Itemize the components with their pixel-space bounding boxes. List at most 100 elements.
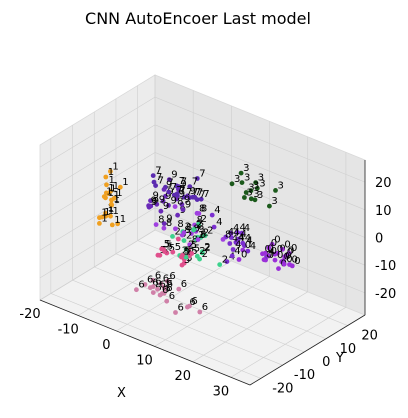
point-label: 0 — [241, 250, 247, 261]
point-label: 2 — [182, 246, 188, 257]
point-label: 0 — [266, 250, 272, 261]
scatter-point — [170, 249, 176, 255]
scatter-point — [166, 189, 172, 195]
scatter-point — [174, 196, 180, 202]
scatter-point — [202, 233, 208, 239]
point-label: 7 — [192, 188, 198, 199]
scatter-point — [243, 190, 249, 195]
point-label: 1 — [122, 177, 128, 188]
point-label: 2 — [203, 228, 209, 239]
z-tick-label: 0 — [375, 232, 383, 247]
scatter-point — [108, 169, 113, 174]
point-label: 5 — [175, 242, 181, 253]
scatter-point — [153, 183, 159, 189]
point-label: 2 — [188, 239, 194, 250]
point-label: 4 — [246, 236, 252, 247]
scatter-point — [103, 174, 109, 180]
scatter-point — [158, 208, 164, 214]
point-label: 0 — [245, 240, 251, 251]
point-label: 6 — [166, 277, 172, 288]
grid-lines — [39, 75, 366, 379]
point-label: 9 — [163, 201, 169, 212]
point-label: 5 — [184, 245, 190, 256]
scatter-point — [155, 286, 160, 292]
point-label: 4 — [240, 222, 246, 233]
point-label: 1 — [109, 175, 115, 186]
scatter-point — [235, 230, 240, 235]
y-grid-line — [93, 111, 305, 353]
scatter-point — [197, 309, 203, 315]
z-grid-line — [39, 152, 366, 238]
point-label: 9 — [171, 170, 177, 181]
point-label: 4 — [241, 229, 247, 240]
y-grid-line — [50, 138, 261, 379]
y-tick-label: -20 — [272, 381, 293, 396]
point-label: 4 — [233, 223, 239, 234]
scatter-point — [117, 184, 123, 190]
point-label: 1 — [101, 213, 107, 224]
point-label: 8 — [166, 218, 172, 229]
scatter-point — [150, 290, 156, 295]
scatter-point — [173, 226, 178, 232]
point-label: 2 — [207, 226, 213, 237]
point-label: 6 — [147, 275, 153, 286]
scatter-point — [146, 203, 152, 209]
point-label: 1 — [104, 207, 110, 218]
scatter-point — [161, 187, 167, 192]
scatter-point — [199, 250, 205, 256]
point-label: 3 — [257, 190, 263, 201]
z-grid-line — [39, 96, 366, 183]
point-label: 1 — [112, 161, 118, 172]
point-label: 7 — [156, 172, 162, 183]
point-label: 5 — [169, 243, 175, 254]
point-label: 3 — [253, 189, 259, 200]
point-label: 7 — [158, 176, 164, 187]
scatter-point — [101, 194, 107, 200]
scatter-point — [191, 227, 197, 233]
point-label: 1 — [108, 204, 114, 215]
point-label: 1 — [113, 181, 119, 192]
scatter-point — [189, 231, 194, 236]
point-label: 4 — [233, 228, 239, 239]
y-grid-line — [115, 98, 327, 340]
scatter-point — [154, 201, 160, 207]
scatter-point — [150, 173, 156, 179]
scatter-point — [238, 170, 244, 176]
point-label: 2 — [204, 243, 210, 254]
point-label: 5 — [191, 246, 197, 257]
point-label: 8 — [192, 235, 198, 246]
scatter-point — [134, 287, 139, 293]
z-tick-label: -10 — [375, 259, 396, 274]
scatter-point — [228, 235, 234, 240]
z-grid-line — [39, 207, 366, 294]
scatter-point — [179, 202, 185, 207]
point-label: 9 — [179, 189, 185, 200]
y-tick-label: 0 — [322, 355, 330, 370]
point-label: 3 — [234, 174, 240, 185]
scatter-point — [280, 246, 285, 252]
point-label: 0 — [274, 234, 280, 245]
data-points: 3333333333330700000440040004400707744740… — [97, 161, 301, 315]
z-tick-label: 10 — [375, 204, 392, 219]
scatter-point — [158, 281, 164, 286]
scatter-point — [272, 257, 278, 263]
point-label: 8 — [184, 225, 190, 236]
point-label: 0 — [277, 250, 283, 261]
scatter-point — [287, 262, 292, 267]
scatter-point — [103, 213, 109, 219]
point-label: 9 — [185, 200, 191, 211]
point-label: 6 — [178, 303, 184, 314]
point-label: 2 — [196, 219, 202, 230]
point-label: 6 — [169, 291, 175, 302]
point-label: 2 — [201, 214, 207, 225]
scatter-point — [220, 237, 226, 242]
scatter-point — [262, 250, 268, 256]
point-label: 2 — [186, 231, 192, 242]
point-label: 0 — [294, 256, 300, 267]
point-label: 2 — [222, 255, 228, 266]
point-label: 4 — [238, 232, 244, 243]
z-tick-label: 20 — [375, 176, 392, 191]
scatter-point — [181, 194, 187, 200]
scatter-point — [150, 284, 156, 290]
